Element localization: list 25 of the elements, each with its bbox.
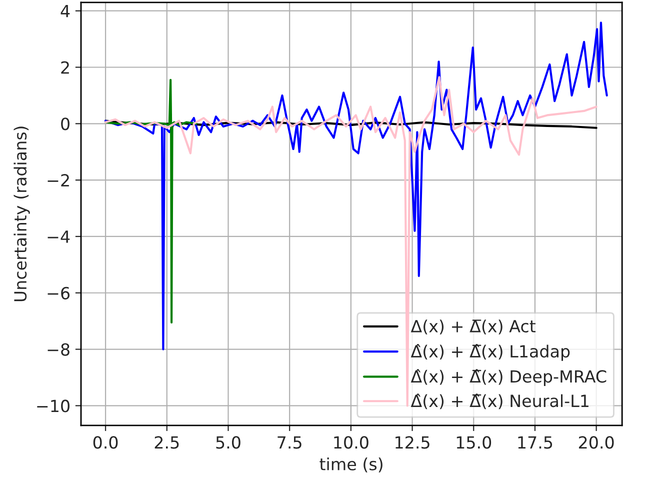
x-tick-label: 2.5 <box>154 436 179 449</box>
x-axis-title: time (s) <box>320 458 382 472</box>
y-tick-label: −8 <box>48 343 70 356</box>
legend-label: Δ̂(x) + Δ̂̅(x) L1adap <box>410 344 570 361</box>
x-tick-label: 5.0 <box>216 436 240 449</box>
y-tick-label: −6 <box>48 286 70 300</box>
y-axis-title: Uncertainty (radians) <box>14 126 30 302</box>
x-tick-label: 0.0 <box>93 436 118 449</box>
y-tick-label: 4 <box>60 5 70 18</box>
x-tick-label: 10.0 <box>334 436 368 449</box>
x-tick-label: 15.0 <box>456 436 492 449</box>
legend-label: Δ(x) + Δ̅(x) Act <box>410 320 536 334</box>
y-tick-label: −4 <box>48 230 70 243</box>
line-series <box>104 120 598 129</box>
legend-label: Δ̂(x) + Δ̂̅(x) Neural-L1 <box>410 394 588 410</box>
y-tick-label: 0 <box>61 118 70 130</box>
x-tick-label: 7.5 <box>278 436 302 449</box>
line-series <box>104 78 198 324</box>
x-tick-label: 20.0 <box>578 436 614 449</box>
y-tick-label: −2 <box>48 174 69 186</box>
x-tick-label: 12.5 <box>396 436 430 449</box>
x-tick-label: 17.5 <box>518 436 552 449</box>
y-tick-label: 2 <box>61 61 69 74</box>
legend-label: Δ̂(x) + Δ̂̅(x) Deep-MRAC <box>410 369 606 386</box>
y-tick-label: −10 <box>37 400 70 412</box>
